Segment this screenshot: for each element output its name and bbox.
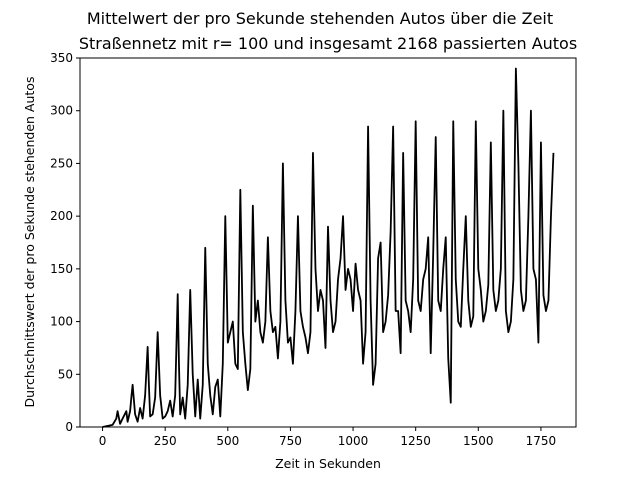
x-tick-label: 1750: [526, 434, 557, 448]
series-line-0: [102, 67, 555, 428]
y-tick-label: 0: [65, 420, 73, 434]
x-tick-label: 1250: [400, 434, 431, 448]
plot-frame: [79, 57, 577, 428]
x-tick-label: 0: [99, 434, 107, 448]
y-tick-label: 350: [50, 51, 73, 65]
chart-subtitle: Straßennetz mit r= 100 und insgesamt 216…: [79, 34, 577, 53]
x-tick-label: 750: [279, 434, 302, 448]
x-tick-label: 1500: [463, 434, 494, 448]
x-axis-label: Zeit in Sekunden: [275, 456, 381, 471]
y-tick-label: 100: [50, 315, 73, 329]
y-axis-label: Durchschnittswert der pro Sekunde stehen…: [22, 77, 37, 408]
x-tick-label: 250: [154, 434, 177, 448]
series-layer: [102, 67, 555, 428]
y-tick-label: 150: [50, 262, 73, 276]
chart-title: Mittelwert der pro Sekunde stehenden Aut…: [87, 9, 553, 28]
x-tick-label: 1000: [338, 434, 369, 448]
x-tick-label: 500: [216, 434, 239, 448]
y-axis: 0 50 100 150 200 250 300 350: [50, 51, 80, 434]
y-tick-label: 50: [58, 367, 73, 381]
y-tick-label: 250: [50, 156, 73, 170]
x-axis: 0 250 500 750 1000 1250 1500 1750: [99, 427, 556, 448]
y-tick-label: 300: [50, 104, 73, 118]
y-tick-label: 200: [50, 209, 73, 223]
